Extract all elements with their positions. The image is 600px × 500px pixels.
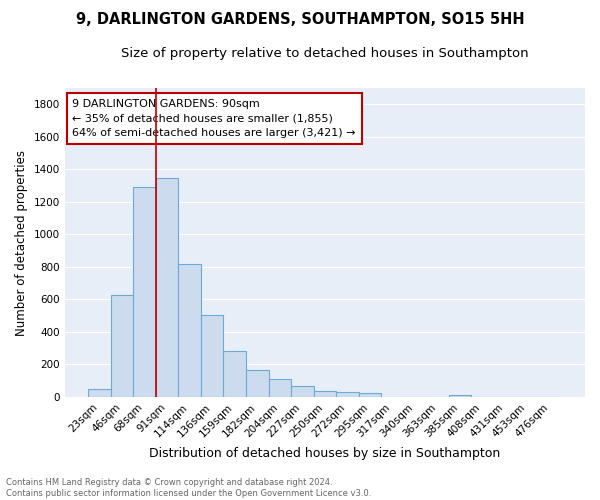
Bar	[449, 394, 471, 397]
Bar	[178, 264, 201, 397]
Bar	[359, 394, 381, 397]
Y-axis label: Number of detached properties: Number of detached properties	[15, 150, 28, 336]
Bar	[223, 350, 246, 397]
Bar	[291, 386, 314, 397]
Bar	[111, 294, 133, 397]
Bar	[88, 389, 111, 397]
Title: Size of property relative to detached houses in Southampton: Size of property relative to detached ho…	[121, 48, 529, 60]
Text: 9, DARLINGTON GARDENS, SOUTHAMPTON, SO15 5HH: 9, DARLINGTON GARDENS, SOUTHAMPTON, SO15…	[76, 12, 524, 28]
Bar	[133, 187, 156, 397]
Text: Contains HM Land Registry data © Crown copyright and database right 2024.
Contai: Contains HM Land Registry data © Crown c…	[6, 478, 371, 498]
Bar	[246, 370, 269, 397]
Bar	[156, 178, 178, 397]
Text: 9 DARLINGTON GARDENS: 90sqm
← 35% of detached houses are smaller (1,855)
64% of : 9 DARLINGTON GARDENS: 90sqm ← 35% of det…	[73, 99, 356, 138]
Bar	[314, 392, 336, 397]
Bar	[201, 315, 223, 397]
Bar	[336, 392, 359, 397]
Bar	[269, 379, 291, 397]
X-axis label: Distribution of detached houses by size in Southampton: Distribution of detached houses by size …	[149, 447, 500, 460]
